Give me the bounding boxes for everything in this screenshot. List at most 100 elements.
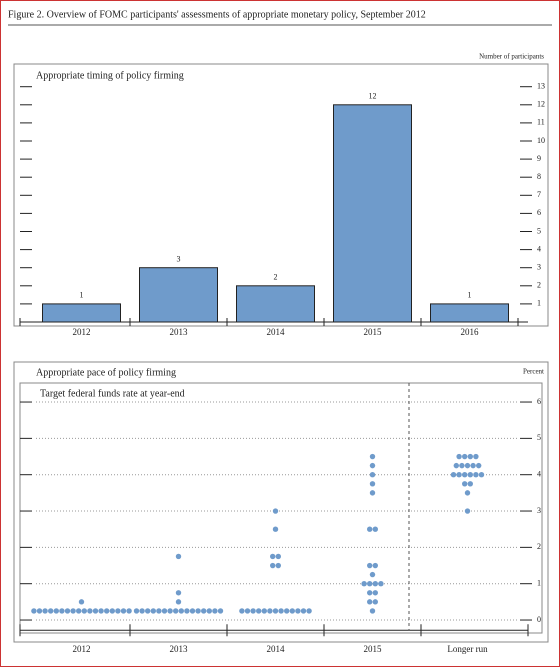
dot <box>133 608 140 614</box>
y-tick-label: 6 <box>537 397 541 406</box>
value-label: 1 <box>468 291 472 300</box>
dot <box>369 608 376 614</box>
dot <box>98 608 104 614</box>
inner-panel <box>19 382 543 634</box>
dot <box>250 608 256 614</box>
x-tick-label: 2013 <box>170 644 189 654</box>
dot <box>464 462 471 469</box>
dot <box>36 608 43 614</box>
dot <box>239 608 245 614</box>
panel <box>13 361 549 643</box>
dot <box>462 471 468 478</box>
y-axis-label: Number of participants <box>479 53 544 61</box>
dot <box>272 526 279 532</box>
y-tick-label: 4 <box>537 470 541 479</box>
dot <box>275 553 281 560</box>
dot <box>175 599 182 605</box>
dot <box>272 608 279 614</box>
value-label: 12 <box>369 92 377 101</box>
dot <box>367 599 373 605</box>
value-label: 3 <box>177 255 181 264</box>
dot <box>306 608 312 614</box>
dot <box>70 608 76 614</box>
value-label: 2 <box>274 273 278 282</box>
dot <box>275 562 281 569</box>
x-tick-label: Longer run <box>447 644 488 654</box>
y-tick-label: 10 <box>537 136 545 145</box>
dot <box>369 453 376 460</box>
dot <box>372 580 378 587</box>
dot <box>476 462 482 469</box>
y-tick-label: 7 <box>537 190 541 199</box>
panel-title: Appropriate pace of policy firming <box>36 367 176 378</box>
dot <box>76 608 82 614</box>
dot <box>78 599 85 605</box>
dot <box>467 453 473 460</box>
dot <box>369 490 376 496</box>
dot <box>139 608 145 614</box>
y-tick-label: 6 <box>537 208 541 217</box>
dot <box>459 462 465 469</box>
x-tick-label: 2013 <box>170 327 189 337</box>
dot <box>361 580 367 587</box>
dot <box>464 508 471 514</box>
dot <box>120 608 127 614</box>
dot <box>378 580 384 587</box>
y-tick-label: 13 <box>537 82 545 91</box>
figure-title: Figure 2. Overview of FOMC participants'… <box>8 9 426 20</box>
dot <box>206 608 212 614</box>
y-tick-label: 0 <box>537 615 541 624</box>
dot <box>478 471 485 478</box>
dot <box>456 471 462 478</box>
value-label: 1 <box>80 291 84 300</box>
dot <box>261 608 267 614</box>
dot <box>367 526 373 532</box>
dot <box>450 471 457 478</box>
dot <box>195 608 201 614</box>
y-tick-label: 4 <box>537 244 541 253</box>
dot <box>145 608 151 614</box>
dot <box>184 608 190 614</box>
dot <box>295 608 301 614</box>
y-tick-label: 11 <box>537 118 545 127</box>
y-axis-label: Percent <box>523 368 544 376</box>
dot <box>367 590 373 596</box>
dot <box>150 608 156 614</box>
dot <box>369 462 376 469</box>
y-tick-label: 9 <box>537 154 541 163</box>
x-tick-label: 2015 <box>364 327 383 337</box>
dot <box>201 608 207 614</box>
dot <box>87 608 93 614</box>
panel <box>13 63 549 327</box>
y-tick-label: 3 <box>537 506 541 515</box>
dot <box>289 608 295 614</box>
dot <box>53 608 59 614</box>
y-tick-label: 1 <box>537 579 541 588</box>
x-tick-label: 2014 <box>267 644 286 654</box>
y-tick-label: 12 <box>537 100 545 109</box>
dot <box>167 608 173 614</box>
bar <box>236 285 315 323</box>
dot <box>470 462 476 469</box>
dot <box>175 590 182 596</box>
dot <box>278 608 284 614</box>
dot <box>178 608 184 614</box>
panel-subtitle: Target federal funds rate at year-end <box>40 388 185 399</box>
dot <box>456 453 462 460</box>
x-tick-label: 2016 <box>461 327 480 337</box>
dot <box>244 608 251 614</box>
dot <box>92 608 99 614</box>
bar <box>430 303 509 323</box>
dot <box>256 608 262 614</box>
y-tick-label: 5 <box>537 433 541 442</box>
dot <box>81 608 88 614</box>
dot <box>31 608 37 614</box>
dot <box>372 526 378 532</box>
dot <box>267 608 273 614</box>
dot <box>372 590 378 596</box>
dot <box>473 471 479 478</box>
dot <box>284 608 290 614</box>
dot <box>42 608 48 614</box>
